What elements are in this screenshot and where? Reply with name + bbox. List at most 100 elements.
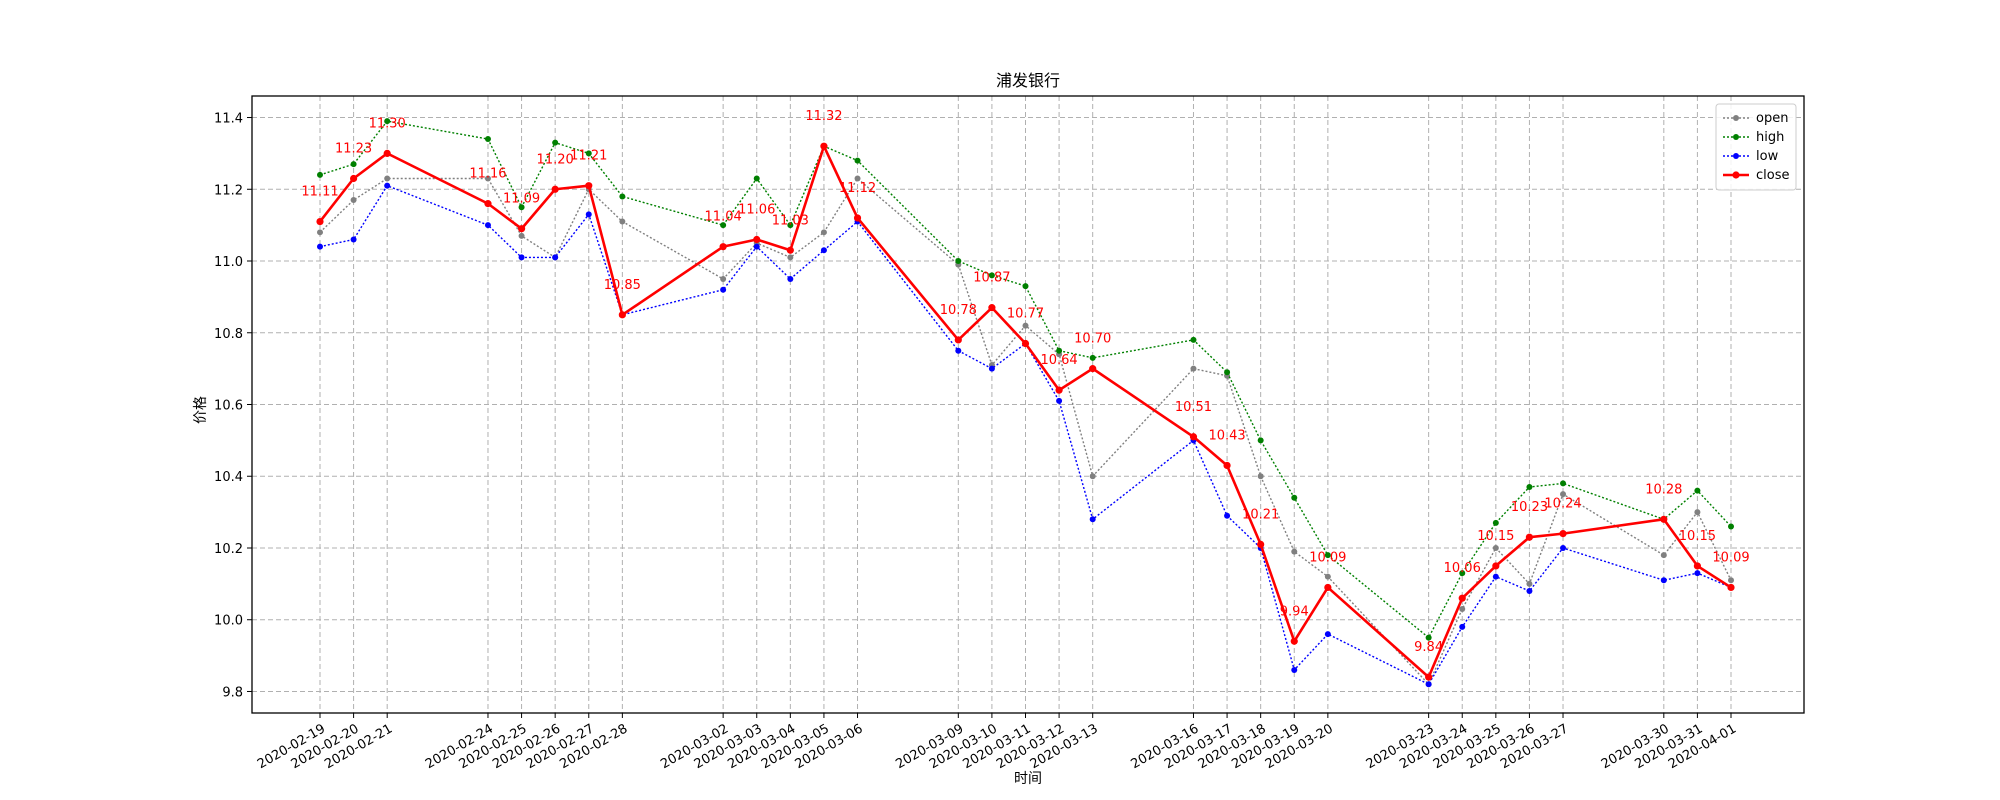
data-point-close: [1492, 562, 1500, 570]
data-point-low: [955, 347, 962, 354]
data-point-open: [518, 232, 525, 239]
data-point-high: [1526, 484, 1533, 491]
data-point-open: [1324, 573, 1331, 580]
data-point-close: [316, 217, 324, 226]
data-point-high: [1694, 487, 1701, 494]
y-tick-label: 10.0: [214, 614, 243, 629]
data-point-high: [518, 204, 525, 211]
data-point-close: [1189, 433, 1198, 441]
close-value-label: 9.94: [1280, 604, 1309, 619]
data-point-low: [988, 365, 995, 372]
legend-label-close: close: [1756, 168, 1789, 183]
close-value-label: 10.51: [1175, 400, 1212, 415]
data-point-open: [1660, 552, 1667, 559]
data-point-close: [1727, 583, 1735, 592]
close-value-label: 10.06: [1444, 561, 1481, 576]
data-point-low: [1291, 666, 1298, 673]
data-point-open: [384, 175, 391, 182]
data-point-low: [1459, 623, 1466, 630]
data-point-open: [720, 275, 727, 282]
series: [316, 118, 1735, 688]
close-value-label: 10.70: [1074, 332, 1111, 347]
data-point-low: [1526, 588, 1533, 595]
data-point-high: [1291, 494, 1298, 501]
data-point-close: [753, 235, 761, 244]
data-point-low: [350, 236, 357, 243]
close-value-label: 10.21: [1242, 507, 1279, 522]
data-point-open: [1190, 365, 1197, 372]
data-point-open: [619, 218, 626, 225]
data-point-open: [484, 175, 491, 182]
legend-frame: [1715, 103, 1797, 191]
data-point-high: [585, 150, 592, 157]
data-point-close: [618, 311, 626, 319]
data-point-high: [552, 139, 559, 146]
data-point-close: [1525, 533, 1534, 541]
data-point-high: [1492, 519, 1499, 526]
data-point-close: [383, 149, 391, 157]
data-point-high: [317, 171, 323, 178]
data-point-close: [719, 243, 727, 251]
data-point-low: [317, 243, 323, 250]
legend-marker-high: [1733, 134, 1739, 140]
data-point-low: [1660, 577, 1667, 584]
data-point-open: [1089, 473, 1096, 480]
data-point-high: [1425, 634, 1432, 641]
chart-title: 浦发银行: [996, 71, 1060, 90]
close-value-label: 10.78: [940, 303, 977, 318]
data-point-close: [1660, 515, 1668, 523]
data-point-open: [1728, 577, 1734, 584]
data-point-low: [753, 243, 760, 250]
data-point-close: [484, 200, 492, 208]
data-point-close: [954, 336, 962, 344]
data-point-high: [350, 161, 357, 168]
close-value-label: 10.64: [1040, 353, 1077, 368]
data-point-open: [350, 197, 357, 204]
data-point-low: [1089, 516, 1096, 523]
plot-area-frame: [251, 95, 1805, 714]
close-value-label: 10.24: [1544, 497, 1581, 512]
close-value-label: 10.09: [1309, 550, 1346, 565]
close-value-label: 11.32: [805, 109, 842, 124]
data-point-low: [384, 182, 391, 189]
data-point-high: [1560, 480, 1567, 487]
close-value-label: 11.30: [369, 116, 406, 131]
data-point-open: [820, 229, 827, 236]
close-value-label: 10.09: [1712, 550, 1749, 565]
legend-label-low: low: [1756, 149, 1779, 164]
close-value-label: 9.84: [1414, 640, 1443, 655]
data-point-high: [1022, 283, 1029, 290]
data-point-close: [820, 142, 828, 150]
legend-label-open: open: [1756, 111, 1788, 126]
axis-ticks: 9.810.010.210.410.610.811.011.211.42020-…: [214, 112, 1739, 773]
data-point-high: [1089, 354, 1096, 361]
close-value-label: 10.43: [1208, 428, 1245, 443]
data-point-close: [1693, 562, 1702, 570]
data-point-close: [1257, 540, 1265, 549]
data-point-low: [787, 275, 794, 282]
legend-label-high: high: [1756, 130, 1784, 145]
data-point-high: [1324, 552, 1331, 559]
close-value-label: 11.06: [738, 202, 775, 217]
data-point-high: [1190, 336, 1197, 343]
close-value-label: 11.09: [503, 192, 540, 207]
data-point-high: [484, 136, 491, 143]
grid: [252, 96, 1804, 713]
data-point-close: [1055, 386, 1063, 394]
legend-marker-open: [1733, 115, 1739, 121]
close-value-label: 10.28: [1645, 482, 1682, 497]
close-value-label: 11.11: [301, 185, 338, 200]
data-point-high: [1728, 523, 1734, 530]
data-point-close: [1458, 594, 1466, 602]
legend: open high low close: [1715, 103, 1797, 191]
data-point-close: [585, 182, 593, 190]
close-value-label: 10.85: [604, 278, 641, 293]
y-axis-label: 价格: [193, 396, 209, 424]
data-point-low: [1224, 512, 1231, 519]
y-tick-label: 10.2: [214, 542, 243, 557]
data-point-low: [484, 222, 491, 229]
data-point-high: [753, 175, 760, 182]
data-point-low: [585, 211, 592, 218]
